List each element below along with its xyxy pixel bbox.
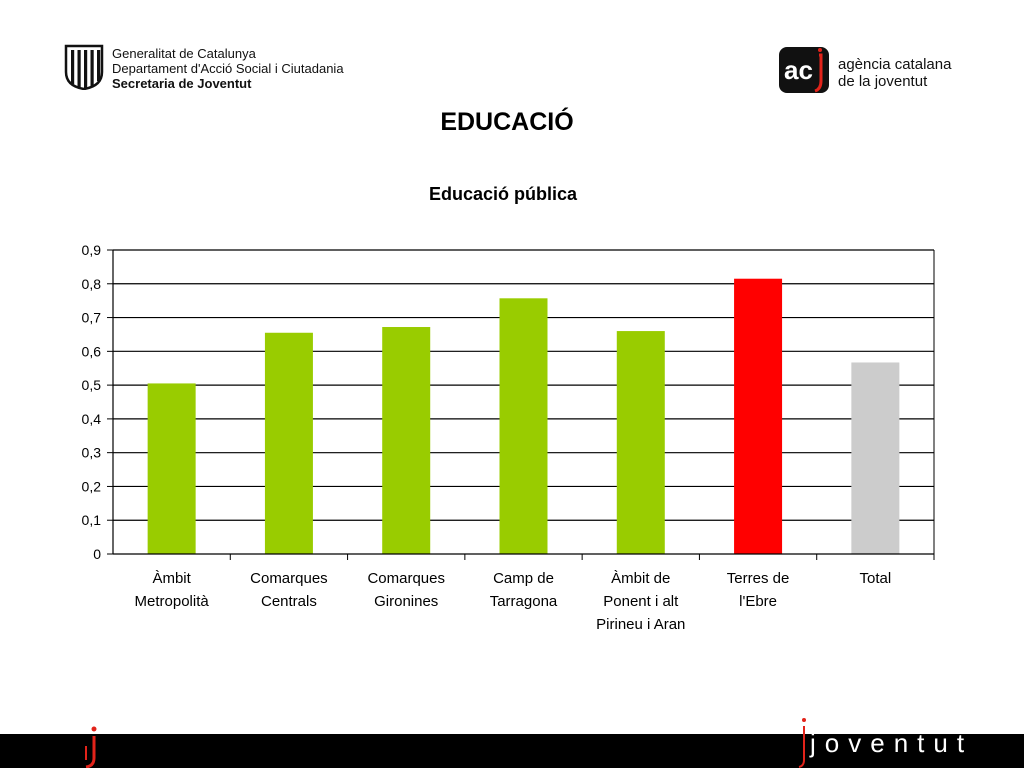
y-tick-label: 0,3 xyxy=(82,445,102,461)
chart-title: Educació pública xyxy=(429,184,578,204)
x-tick-label: Pirineu i Aran xyxy=(596,616,685,633)
bar xyxy=(734,278,783,554)
x-tick-label: Àmbit de xyxy=(611,570,670,587)
joventut-wordmark: joventut xyxy=(798,718,966,768)
y-tick-label: 0,2 xyxy=(82,478,102,494)
org-line: Secretaria de Joventut xyxy=(112,76,252,91)
x-tick-label: Metropolità xyxy=(135,593,210,610)
x-tick-label: l'Ebre xyxy=(739,593,777,610)
x-tick-label: Tarragona xyxy=(490,593,558,610)
y-tick-label: 0,5 xyxy=(82,377,102,393)
page-title: EDUCACIÓ xyxy=(440,108,574,136)
y-tick-label: 0,9 xyxy=(82,242,102,258)
bar xyxy=(382,327,431,554)
joventut-wordmark-text: joventut xyxy=(809,728,966,758)
x-tick-label: Gironines xyxy=(374,593,438,610)
agency-line: de la joventut xyxy=(838,73,928,90)
x-tick-label: Àmbit xyxy=(152,570,191,587)
j-logo-icon xyxy=(85,726,97,768)
agency-name: agència catalana de la joventut xyxy=(838,56,951,90)
y-tick-label: 0,8 xyxy=(82,276,102,292)
y-tick-label: 0 xyxy=(93,546,101,562)
x-tick-label: Camp de xyxy=(493,570,554,587)
x-tick-label: Centrals xyxy=(261,593,317,610)
x-tick-label: Ponent i alt xyxy=(603,593,679,610)
y-tick-label: 0,7 xyxy=(82,310,102,326)
y-tick-label: 0,1 xyxy=(82,512,102,528)
generalitat-logo-icon xyxy=(64,44,104,90)
x-tick-label: Comarques xyxy=(250,570,328,587)
acj-logo-icon: ac xyxy=(779,47,829,93)
bar xyxy=(616,331,665,554)
organization-name: Generalitat de Catalunya Departament d'A… xyxy=(112,46,344,91)
agency-line: agència catalana xyxy=(838,56,952,73)
footer-bar xyxy=(0,734,1024,768)
bar xyxy=(851,362,900,554)
bar xyxy=(147,383,196,554)
bar xyxy=(499,298,548,554)
bar xyxy=(264,332,313,554)
org-line: Departament d'Acció Social i Ciutadania xyxy=(112,61,344,76)
x-tick-label: Terres de xyxy=(727,570,790,587)
bar-chart: Educació pública 0 0,1 0,2 0,3 0,4 0,5 0,6 0,7 0… xyxy=(82,184,935,633)
y-tick-label: 0,4 xyxy=(82,411,102,427)
x-tick-label: Total xyxy=(860,570,892,587)
acj-logo-letters: ac xyxy=(784,55,813,85)
org-line: Generalitat de Catalunya xyxy=(112,46,256,61)
y-tick-label: 0,6 xyxy=(82,343,102,359)
x-tick-label: Comarques xyxy=(367,570,445,587)
